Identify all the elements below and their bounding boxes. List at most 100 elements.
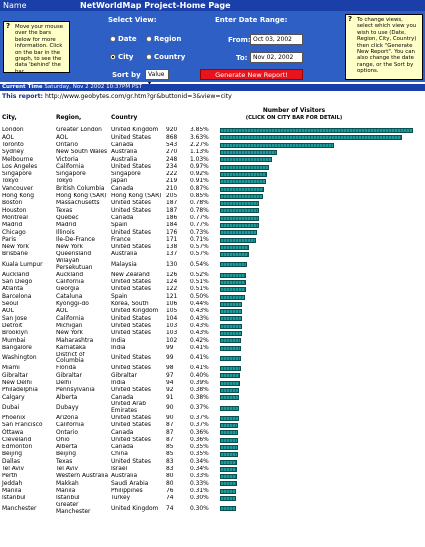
view-option[interactable]: Date xyxy=(110,35,137,43)
visitor-bar[interactable] xyxy=(220,135,403,141)
visitor-bar[interactable] xyxy=(220,208,260,214)
visitor-bar[interactable] xyxy=(220,309,243,315)
radio-button[interactable] xyxy=(110,54,116,60)
city-cell: Dallas xyxy=(2,458,21,465)
to-input[interactable]: Nov 02, 2002 xyxy=(250,52,303,63)
city-cell: San Jose xyxy=(2,315,27,322)
visitor-bar[interactable] xyxy=(220,488,236,494)
visitor-bar[interactable] xyxy=(220,262,248,268)
visitor-bar[interactable] xyxy=(220,230,257,236)
percent-cell: 0.35% xyxy=(190,451,209,458)
percent-cell: 0.78% xyxy=(190,200,209,207)
visitor-bar[interactable] xyxy=(220,474,237,480)
visitor-bar[interactable] xyxy=(220,388,240,394)
report-url[interactable]: http://www.geobytes.com/gr.htm?gr&button… xyxy=(44,93,232,100)
visitor-bar[interactable] xyxy=(220,179,266,185)
region-cell: Hong Kong (SAR) xyxy=(56,193,107,200)
visitor-bar[interactable] xyxy=(220,355,241,361)
visitors-cell: 868 xyxy=(166,134,178,141)
visitor-bar[interactable] xyxy=(220,244,249,250)
visitor-bar[interactable] xyxy=(220,415,239,421)
city-cell: Houston xyxy=(2,207,27,214)
visitor-bar[interactable] xyxy=(220,345,241,351)
visitors-cell: 87 xyxy=(166,436,174,443)
visitor-bar[interactable] xyxy=(220,223,259,228)
radio-button[interactable] xyxy=(146,36,152,42)
visitor-bar[interactable] xyxy=(220,430,239,436)
visitor-bar[interactable] xyxy=(220,186,265,192)
bar-cell xyxy=(219,127,423,134)
visitor-bar[interactable] xyxy=(220,496,236,502)
visitors-cell: 80 xyxy=(166,480,174,487)
table-row: AOL AOL United States 868 3.63% xyxy=(1,134,423,141)
country-cell: Spain xyxy=(111,293,128,300)
percent-cell: 0.77% xyxy=(190,222,209,229)
percent-cell: 0.41% xyxy=(190,355,209,362)
visitor-bar[interactable] xyxy=(220,316,242,322)
visitor-bar[interactable] xyxy=(220,157,273,163)
visitor-bar[interactable] xyxy=(220,193,264,199)
table-row: Dallas Texas United States 83 0.34% xyxy=(1,458,423,465)
visitor-bar[interactable] xyxy=(220,481,237,487)
city-cell: Tel Aviv xyxy=(2,466,25,473)
visitor-bar[interactable] xyxy=(220,423,239,429)
city-cell: Los Angeles xyxy=(2,163,38,170)
visitor-bar[interactable] xyxy=(220,237,256,243)
region-cell: AOL xyxy=(56,134,68,141)
city-cell: AOL xyxy=(2,134,14,141)
country-cell: Korea, South xyxy=(111,301,149,308)
visitor-bar[interactable] xyxy=(220,506,236,512)
visitor-bar[interactable] xyxy=(220,459,238,465)
visitor-bar[interactable] xyxy=(220,150,277,156)
view-option[interactable]: Region xyxy=(146,35,181,43)
column-header-text: Number of Visitors xyxy=(262,108,326,114)
country-cell: United States xyxy=(111,134,151,141)
visitor-bar[interactable] xyxy=(220,331,242,337)
visitor-bar[interactable] xyxy=(220,287,246,293)
view-option[interactable]: City xyxy=(110,53,133,61)
visitor-bar[interactable] xyxy=(220,452,238,458)
bar-cell xyxy=(219,365,423,372)
visitor-bar[interactable] xyxy=(220,171,267,177)
generate-button[interactable]: Generate New Report! xyxy=(200,69,303,80)
visitor-bar[interactable] xyxy=(220,279,247,285)
help-left-text: Move your mouse over the bars below for … xyxy=(15,24,64,75)
visitor-bar[interactable] xyxy=(220,301,243,307)
visitor-bar[interactable] xyxy=(220,164,270,170)
radio-button[interactable] xyxy=(146,54,152,60)
visitor-bar[interactable] xyxy=(220,142,335,148)
region-cell: Florida xyxy=(56,365,77,372)
visitor-bar[interactable] xyxy=(220,373,241,379)
region-cell: California xyxy=(56,163,84,170)
city-cell: San Diego xyxy=(2,279,33,286)
visitor-bar[interactable] xyxy=(220,437,239,443)
view-option[interactable]: Country xyxy=(146,53,185,61)
table-row: San Diego California United States 124 0.51% xyxy=(1,279,423,286)
visitor-bar[interactable] xyxy=(220,294,246,300)
visitor-bar[interactable] xyxy=(220,323,242,329)
visitor-bar[interactable] xyxy=(220,395,240,401)
city-cell: Jeddah xyxy=(2,480,23,487)
visitor-bar[interactable] xyxy=(220,405,239,411)
visitor-bar[interactable] xyxy=(220,466,238,472)
visitor-bar[interactable] xyxy=(220,272,247,278)
view-option-label: City xyxy=(118,53,134,61)
visitor-bar[interactable] xyxy=(220,201,260,207)
visitor-bar[interactable] xyxy=(220,215,260,221)
region-cell: Michigan xyxy=(56,322,83,329)
from-input[interactable]: Oct 03, 2002 xyxy=(250,34,303,45)
sort-select[interactable]: Value ▾ xyxy=(145,69,169,87)
visitor-bar[interactable] xyxy=(220,380,240,386)
table-row: Tokyo Tokyo Japan 219 0.91% xyxy=(1,178,423,185)
visitor-bar[interactable] xyxy=(220,338,242,344)
table-row: Brooklyn New York United States 103 0.43% xyxy=(1,330,423,337)
visitor-bar[interactable] xyxy=(220,252,249,258)
column-header-note: (CLICK ON CITY BAR FOR DETAIL) xyxy=(245,114,343,121)
visitor-bar[interactable] xyxy=(220,366,241,372)
visitor-bar[interactable] xyxy=(220,128,414,134)
city-cell: Hong Kong xyxy=(2,193,35,200)
visitor-bar[interactable] xyxy=(220,444,238,450)
percent-cell: 0.34% xyxy=(190,466,209,473)
radio-button[interactable] xyxy=(110,36,116,42)
